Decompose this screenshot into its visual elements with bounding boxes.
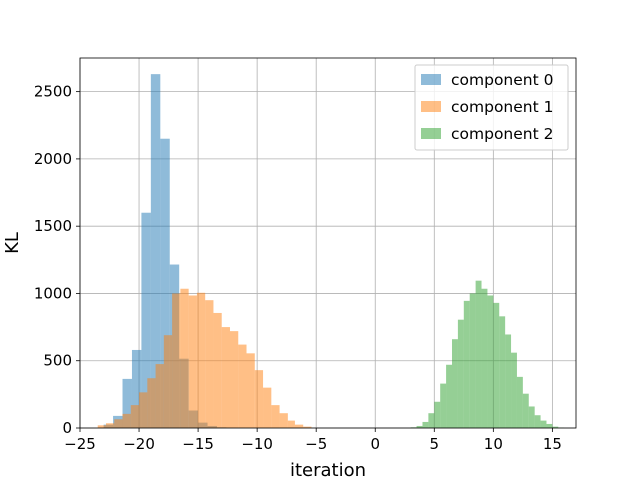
- series-0-bar-5: [150, 74, 161, 429]
- legend-swatch-0: [421, 74, 441, 85]
- y-tick-label-3: 1500: [34, 217, 72, 235]
- y-tick-label-2: 1000: [34, 284, 72, 302]
- series-1-bar-4: [130, 405, 140, 428]
- x-tick-label-0: −25: [64, 435, 96, 453]
- series-2-bar-6: [446, 364, 452, 428]
- series-2-bar-22: [540, 420, 547, 428]
- x-tick-label-7: 10: [484, 435, 503, 453]
- x-tick-label-5: 0: [370, 435, 380, 453]
- series-1-bar-5: [139, 392, 148, 428]
- series-1-bar-6: [147, 378, 156, 428]
- x-tick-label-2: −15: [182, 435, 214, 453]
- series-0-bar-2: [122, 378, 132, 428]
- series-2-bar-12: [481, 288, 488, 428]
- series-1-bar-16: [229, 331, 239, 428]
- series-1-bar-8: [163, 335, 173, 428]
- legend-label-2: component 2: [451, 125, 553, 143]
- series-1-bar-19: [254, 370, 264, 428]
- series-1-bar-12: [196, 292, 206, 428]
- series-2-bar-17: [511, 352, 517, 428]
- series-1-bar-10: [180, 288, 189, 428]
- series-2-bar-24: [552, 426, 559, 428]
- series-2-bar-8: [457, 319, 464, 428]
- series-2-bar-11: [475, 280, 482, 428]
- series-2-bar-13: [487, 295, 494, 428]
- series-2-bar-10: [469, 293, 476, 428]
- series-1-bar-22: [279, 413, 288, 428]
- x-tick-label-3: −10: [241, 435, 273, 453]
- series-0-bar-4: [141, 212, 151, 428]
- series-1-bar-2: [114, 419, 123, 428]
- series-2-bar-9: [463, 300, 470, 428]
- y-tick-label-1: 500: [43, 352, 72, 370]
- y-tick-label-5: 2500: [34, 83, 72, 101]
- series-1-bar-1: [105, 423, 115, 428]
- series-2-bar-14: [493, 302, 500, 428]
- y-tick-label-0: 0: [62, 419, 72, 437]
- series-2-bar-3: [428, 413, 435, 428]
- series-2-bar-19: [522, 393, 529, 428]
- legend-swatch-2: [421, 128, 441, 139]
- series-0-bar-3: [131, 349, 142, 428]
- series-2-bar-4: [434, 401, 441, 428]
- y-axis-label: KL: [2, 232, 23, 254]
- series-2-bar-1: [416, 425, 423, 428]
- x-tick-label-1: −20: [123, 435, 155, 453]
- series-2-bar-16: [505, 334, 512, 428]
- x-axis-label: iteration: [290, 460, 366, 480]
- y-tick-label-4: 2000: [34, 150, 72, 168]
- series-1-bar-9: [172, 293, 181, 428]
- x-axis-ticks: −25 −20 −15 −10 −5 0 5 10 15: [64, 428, 562, 453]
- series-2-bar-15: [499, 316, 506, 428]
- legend-swatch-1: [421, 101, 441, 112]
- histogram-bars: [97, 74, 565, 429]
- series-1-bar-15: [221, 327, 230, 428]
- series-2-bar-2: [422, 421, 429, 428]
- series-1-bar-23: [287, 420, 295, 428]
- x-tick-label-8: 15: [543, 435, 562, 453]
- series-1-bar-17: [238, 344, 247, 428]
- series-2-bar-5: [440, 383, 447, 428]
- series-1-bars: [97, 288, 312, 428]
- series-0-bar-6: [160, 138, 170, 428]
- series-2-bar-21: [534, 415, 541, 428]
- legend: component 0 component 1 component 2: [414, 64, 569, 151]
- y-axis-ticks: 0 500 1000 1500 2000 2500: [34, 83, 80, 437]
- series-1-bar-21: [271, 405, 280, 428]
- series-2-bar-20: [528, 406, 535, 428]
- series-1-bar-25: [303, 426, 312, 428]
- series-1-bar-24: [294, 424, 304, 428]
- series-2-bars: [410, 280, 565, 428]
- legend-label-0: component 0: [451, 71, 553, 89]
- series-1-bar-0: [97, 425, 106, 428]
- series-2-bar-18: [516, 376, 523, 428]
- x-tick-label-4: −5: [305, 435, 327, 453]
- series-1-bar-11: [188, 295, 197, 428]
- series-1-bar-14: [213, 312, 222, 428]
- x-tick-label-6: 5: [430, 435, 440, 453]
- series-1-bar-18: [246, 353, 255, 428]
- series-1-bar-13: [205, 300, 214, 428]
- series-2-bar-23: [546, 423, 553, 428]
- series-1-bar-20: [263, 387, 272, 428]
- legend-box: [414, 64, 569, 151]
- plot-frame: [79, 57, 577, 429]
- series-2-bar-7: [452, 339, 458, 428]
- series-1-bar-3: [122, 413, 131, 428]
- series-1-bar-7: [155, 364, 164, 428]
- legend-label-1: component 1: [451, 98, 553, 116]
